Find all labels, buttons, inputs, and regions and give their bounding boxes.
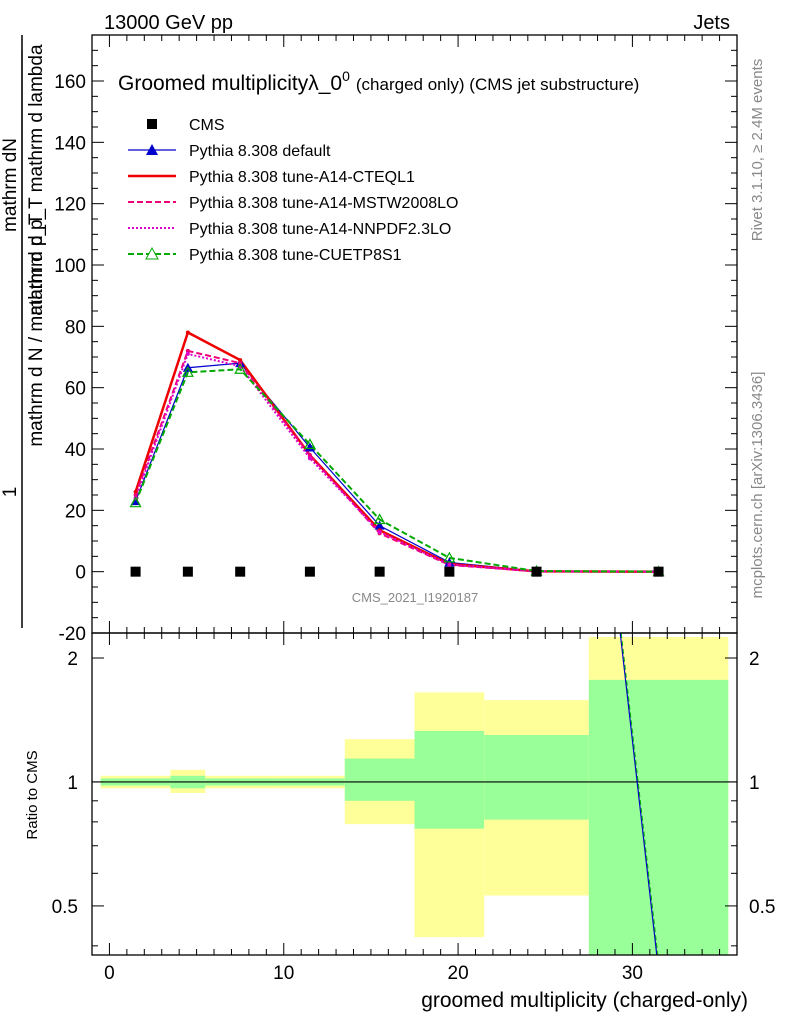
cms-point xyxy=(374,566,385,577)
xtick-label: 30 xyxy=(622,963,643,984)
point-cteql1 xyxy=(238,358,243,363)
legend-label-cuetp8s1: Pythia 8.308 tune-CUETP8S1 xyxy=(189,247,402,264)
legend-label-cteql1: Pythia 8.308 tune-A14-CTEQL1 xyxy=(189,169,415,186)
cms-point xyxy=(653,566,664,577)
series-line-nnpdf xyxy=(134,352,659,573)
ratio-ytick-label: 2 xyxy=(67,649,78,670)
main-ylabel: 1 mathrm d N / mathrm d p_T mathrm dN ma… xyxy=(0,35,47,628)
main-series-group xyxy=(134,330,659,573)
point-mstw xyxy=(133,493,138,497)
point-cteql1 xyxy=(185,330,190,335)
mcplots-label: mcplots.cern.ch [arXiv:1306.3436] xyxy=(749,372,766,599)
series-line-cteql1 xyxy=(134,330,659,573)
point-cteql1 xyxy=(133,489,138,494)
ratio-ytick-label-right: 2 xyxy=(749,649,760,670)
legend-label-cms: CMS xyxy=(189,117,225,134)
ratio-lines-group xyxy=(92,632,737,956)
legend-label-mstw: Pythia 8.308 tune-A14-MSTW2008LO xyxy=(189,195,458,212)
point-nnpdf xyxy=(185,351,190,356)
ratio-series-default xyxy=(619,632,658,956)
main-ytick-label: 120 xyxy=(54,195,86,216)
chart-title-suffix: (charged only) (CMS jet substructure) xyxy=(356,75,639,94)
ratio-bands-group xyxy=(100,636,729,955)
xtick-label: 0 xyxy=(104,963,115,984)
point-nnpdf xyxy=(377,529,382,534)
ratio-frame xyxy=(91,632,738,956)
header-right: Jets xyxy=(693,12,730,34)
point-nnpdf xyxy=(447,562,452,567)
legend-marker-default xyxy=(146,144,158,155)
main-ytick-label: 20 xyxy=(65,501,86,522)
ylabel-denominator: mathrm d N / mathrm d p_T xyxy=(26,213,47,447)
main-ytick-label: 100 xyxy=(54,256,86,277)
ratio-band-inner xyxy=(344,758,415,801)
legend-marker-cuetp8s1 xyxy=(145,246,159,260)
ylabel-fraction-one: 1 xyxy=(0,487,21,498)
ratio-band-inner xyxy=(588,679,729,955)
ratio-ytick-label: 1 xyxy=(67,773,78,794)
main-ytick-label: 60 xyxy=(65,379,86,400)
point-cuetp8s1 xyxy=(181,366,194,377)
main-ytick-label: -20 xyxy=(59,624,86,645)
main-ytick-label: 40 xyxy=(65,440,86,461)
point-cuetp8s1 xyxy=(373,513,386,525)
ratio-ylabel: Ratio to CMS xyxy=(24,750,41,839)
legend: CMS Pythia 8.308 default Pythia 8.308 tune… xyxy=(128,117,458,264)
chart-title-main: Groomed multiplicityλ_0 xyxy=(118,72,342,95)
point-nnpdf xyxy=(307,456,312,461)
point-default xyxy=(304,442,315,452)
point-cuetp8s1 xyxy=(129,496,142,508)
ratio-axes: 0.5 0.51 12 20 10 20 30 xyxy=(52,632,775,984)
chart-title-sup: 0 xyxy=(342,68,350,84)
legend-label-default: Pythia 8.308 default xyxy=(189,143,331,160)
ratio-ytick-label: 0.5 xyxy=(52,897,78,918)
ratio-series-cuetp8s1 xyxy=(620,632,659,956)
legend-label-nnpdf: Pythia 8.308 tune-A14-NNPDF2.3LO xyxy=(189,221,451,238)
series-line-cuetp8s1 xyxy=(134,368,659,573)
point-default xyxy=(374,520,385,530)
main-ytick-label: 0 xyxy=(75,563,86,584)
watermark: CMS_2021_I1920187 xyxy=(352,590,479,605)
main-ytick-label: 80 xyxy=(65,317,86,338)
rivet-label: Rivet 3.1.10, ≥ 2.4M events xyxy=(749,59,766,242)
main-ytick-label: 140 xyxy=(54,133,86,154)
cms-point xyxy=(444,566,455,577)
ylabel-den: mathrm d p_T mathrm d lambda xyxy=(26,44,47,315)
xtick-label: 20 xyxy=(448,963,469,984)
point-mstw xyxy=(307,453,312,458)
xlabel: groomed multiplicity (charged-only) xyxy=(421,989,748,1012)
xtick-label: 10 xyxy=(273,963,294,984)
main-ytick-label: 160 xyxy=(54,72,86,93)
cms-point xyxy=(304,566,315,577)
header-left: 13000 GeV pp xyxy=(104,12,233,34)
ratio-band-inner xyxy=(414,730,485,829)
main-axes: -20 0 20 40 60 80 100 120 140 160 xyxy=(54,34,738,645)
cms-point xyxy=(235,566,246,577)
main-markers-group xyxy=(129,330,665,577)
legend-marker-cms xyxy=(147,119,157,129)
point-cuetp8s1 xyxy=(303,438,316,449)
cms-point xyxy=(531,566,542,577)
ratio-band-inner xyxy=(484,735,589,820)
point-cuetp8s1 xyxy=(234,363,247,374)
ratio-ytick-label-right: 0.5 xyxy=(749,897,775,918)
point-cuetp8s1 xyxy=(443,551,456,563)
cms-point xyxy=(182,566,193,577)
point-mstw xyxy=(185,348,190,353)
cms-point xyxy=(130,566,141,577)
ylabel-num: mathrm dN xyxy=(0,138,21,232)
chart-title: Groomed multiplicityλ_00 (charged only) (… xyxy=(118,68,639,95)
ratio-ytick-label-right: 1 xyxy=(749,773,760,794)
